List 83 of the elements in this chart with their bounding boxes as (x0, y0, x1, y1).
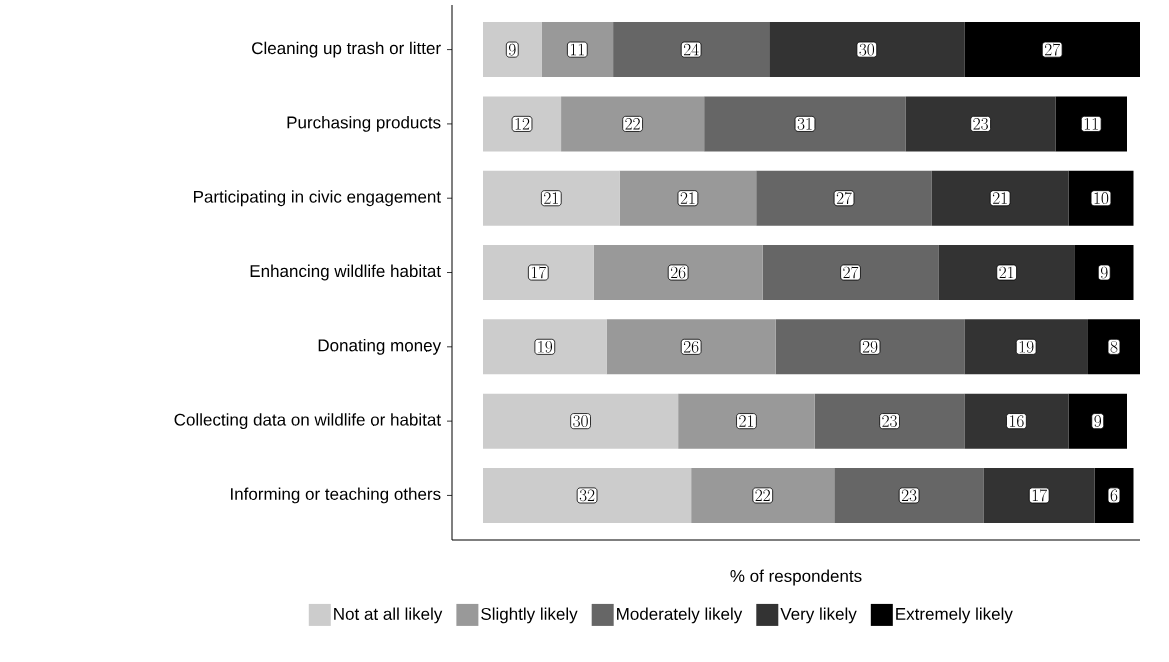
bar (964, 393, 1069, 449)
bar (704, 96, 906, 152)
data-label: 26 (670, 266, 686, 279)
bar (483, 467, 692, 523)
data-label: 27 (836, 192, 852, 205)
data-label: 23 (882, 415, 897, 427)
data-label: 8 (1110, 340, 1118, 353)
bar (1068, 170, 1134, 226)
data-label: 9 (508, 43, 516, 56)
data-label: 27 (1044, 43, 1060, 56)
bar (756, 170, 932, 226)
bar (483, 170, 620, 226)
bar (905, 96, 1056, 152)
data-label: 10 (1094, 192, 1109, 205)
legend-label: Not at all likely (334, 607, 443, 624)
bar (814, 393, 965, 449)
bar (483, 96, 562, 152)
bar (483, 245, 594, 301)
data-label: 9 (1094, 415, 1102, 427)
data-label: 19 (1019, 340, 1034, 353)
legend-label: Extremely likely (896, 607, 1013, 624)
bar (483, 393, 679, 449)
y-tick-label: Enhancing wildlife habitat (250, 264, 441, 281)
legend-label: Very likely (780, 607, 857, 624)
bar (964, 22, 1141, 78)
data-label: 22 (755, 489, 770, 501)
bar (1094, 467, 1134, 523)
bar (938, 245, 1075, 301)
bar (593, 245, 763, 301)
data-label: 23 (901, 489, 917, 502)
bar (775, 319, 965, 375)
bar (964, 319, 1088, 375)
bar (606, 319, 776, 375)
data-label: 21 (999, 266, 1014, 279)
bar (762, 245, 939, 301)
bar (931, 170, 1069, 226)
data-label: 12 (515, 118, 530, 130)
data-label: 29 (862, 340, 878, 353)
bar (483, 319, 607, 375)
data-label: 21 (544, 192, 558, 204)
bar (541, 22, 614, 78)
bar (1055, 96, 1127, 152)
data-label: 9 (1100, 266, 1108, 279)
y-tick-label: Participating in civic engagement (194, 190, 441, 207)
bar (834, 467, 984, 523)
bar (983, 467, 1095, 523)
data-label: 27 (843, 266, 859, 279)
data-label: 32 (579, 489, 595, 502)
legend-label: Moderately likely (617, 607, 743, 624)
bar (678, 393, 815, 449)
bar (619, 170, 757, 226)
data-label: 11 (1084, 118, 1098, 130)
data-label: 17 (1032, 489, 1047, 502)
data-label: 23 (973, 118, 988, 130)
data-label: 6 (1110, 489, 1118, 502)
y-tick-label: Donating money (318, 338, 442, 355)
data-label: 16 (1010, 415, 1024, 427)
bar (1087, 319, 1141, 375)
data-label: 22 (625, 118, 640, 130)
legend-label: Slightly likely (481, 607, 578, 624)
bar (561, 96, 705, 152)
data-label: 21 (739, 415, 754, 427)
data-label: 19 (538, 340, 553, 353)
data-label: 17 (531, 266, 547, 279)
y-tick-label: Cleaning up trash or litter (252, 41, 441, 58)
data-label: 31 (797, 118, 812, 130)
data-label: 26 (683, 340, 699, 353)
bar (483, 22, 542, 78)
y-tick-label: Collecting data on wildlife or habitat (174, 413, 441, 430)
bar (1068, 393, 1127, 449)
bar (769, 22, 965, 78)
bar (1074, 245, 1134, 301)
data-label: 11 (570, 43, 584, 56)
y-tick-label: Informing or teaching others (231, 487, 441, 504)
data-label: 30 (573, 415, 588, 427)
bar (691, 467, 835, 523)
x-axis-title: % of respondents (730, 569, 862, 586)
data-label: 30 (859, 43, 875, 56)
data-label: 24 (683, 43, 699, 56)
bar (613, 22, 770, 78)
y-tick-label: Purchasing products (287, 115, 441, 132)
data-label: 21 (680, 192, 695, 204)
data-label: 21 (992, 192, 1007, 204)
